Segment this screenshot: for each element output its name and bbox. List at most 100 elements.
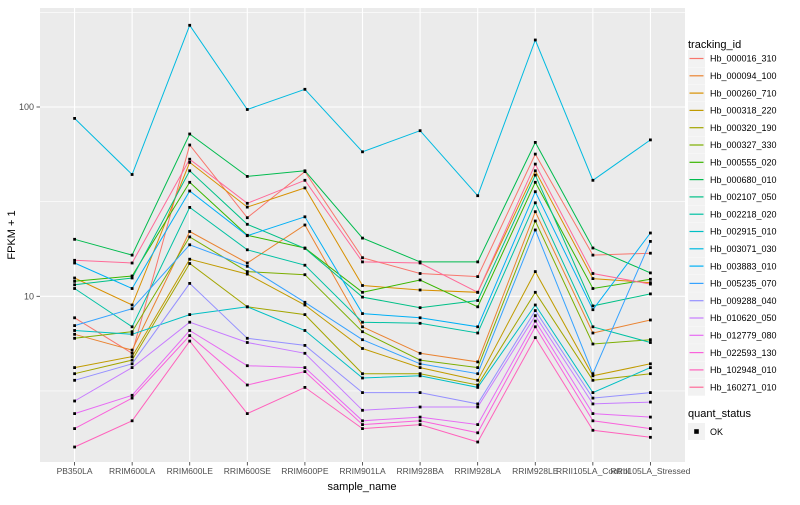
data-point-Hb_000016_310: [533, 152, 537, 156]
x-tick-label: RRII105LA_Control: [556, 466, 630, 476]
data-point-Hb_010620_050: [130, 366, 134, 369]
data-point-Hb_102948_010: [649, 435, 652, 439]
data-point-Hb_010620_050: [476, 405, 480, 409]
legend-item-label: Hb_012779_080: [710, 331, 777, 341]
data-point-Hb_022593_130: [245, 383, 249, 387]
x-tick-label: RRIM600SE: [224, 466, 272, 476]
data-point-Hb_000680_010: [188, 132, 192, 136]
data-point-Hb_102948_010: [73, 445, 76, 449]
x-tick-label: PB350LA: [57, 466, 93, 476]
data-point-Hb_002218_020: [649, 341, 652, 344]
legend-item-Hb_010620_050: Hb_010620_050: [688, 309, 777, 327]
legend-item-label: Hb_002915_010: [710, 227, 777, 237]
data-point-Hb_000327_330: [649, 338, 652, 342]
data-point-Hb_000327_330: [73, 336, 76, 340]
data-point-Hb_003883_010: [649, 231, 652, 235]
data-point-Hb_000318_220: [73, 366, 76, 369]
data-point-Hb_009288_040: [361, 391, 364, 394]
data-point-Hb_022593_130: [418, 419, 422, 423]
data-point-Hb_005235_070: [649, 240, 652, 243]
data-point-Hb_000555_020: [649, 277, 652, 281]
legend-item-Hb_003071_030: Hb_003071_030: [688, 240, 777, 258]
data-point-Hb_000318_220: [361, 347, 364, 350]
data-point-Hb_000260_710: [361, 284, 364, 287]
major-gridlines: [40, 8, 685, 462]
legend-item-label: Hb_022593_130: [710, 348, 777, 358]
data-point-Hb_002218_020: [476, 331, 480, 335]
data-point-Hb_003883_010: [476, 325, 480, 329]
y-axis-tick-labels: 10 100: [19, 102, 34, 301]
data-point-Hb_012779_080: [361, 419, 364, 423]
data-point-Hb_002107_050: [533, 173, 537, 177]
data-point-Hb_000260_710: [418, 288, 422, 292]
data-point-Hb_000094_100: [418, 351, 422, 355]
data-point-Hb_003071_030: [245, 108, 249, 111]
data-point-Hb_003071_030: [303, 87, 307, 91]
data-point-Hb_000555_020: [361, 290, 364, 294]
legend-item-Hb_000555_020: Hb_000555_020: [688, 153, 777, 171]
data-point-Hb_022593_130: [649, 427, 652, 430]
data-point-Hb_000327_330: [245, 270, 249, 273]
data-point-Hb_000016_310: [73, 316, 76, 320]
data-point-Hb_002218_020: [188, 206, 192, 209]
data-point-Hb_000680_010: [303, 169, 307, 173]
x-tick-label: RRIM928BA: [396, 466, 444, 476]
legend-item-label: Hb_000318_220: [710, 106, 777, 116]
data-point-Hb_002218_020: [245, 248, 249, 252]
data-point-Hb_000320_190: [533, 290, 537, 294]
data-point-Hb_002915_010: [245, 305, 249, 309]
data-point-Hb_005235_070: [188, 243, 192, 247]
data-point-Hb_000327_330: [533, 219, 537, 223]
data-point-Hb_000260_710: [130, 303, 134, 307]
data-point-Hb_022593_130: [303, 370, 307, 373]
data-point-Hb_000320_190: [649, 372, 652, 376]
data-point-Hb_000318_220: [245, 272, 249, 276]
legend-item-Hb_002218_020: Hb_002218_020: [688, 205, 777, 223]
data-point-Hb_000318_220: [533, 270, 537, 273]
data-point-Hb_000094_100: [73, 332, 76, 336]
data-point-Hb_009288_040: [591, 396, 595, 400]
data-point-Hb_010620_050: [361, 408, 364, 412]
data-point-Hb_000260_710: [591, 277, 595, 280]
data-point-Hb_005235_070: [418, 362, 422, 366]
data-point-Hb_000327_330: [188, 235, 192, 239]
data-point-Hb_022593_130: [591, 419, 595, 423]
data-point-Hb_000327_330: [303, 273, 307, 277]
data-point-Hb_010620_050: [73, 399, 76, 403]
legend-item-Hb_002107_050: Hb_002107_050: [688, 188, 777, 206]
data-point-Hb_160271_010: [591, 272, 595, 275]
x-tick-label: RRIM600PE: [281, 466, 329, 476]
data-point-Hb_012779_080: [649, 415, 652, 419]
data-point-Hb_000320_190: [73, 372, 76, 376]
data-point-Hb_005235_070: [361, 338, 364, 342]
data-point-Hb_010620_050: [303, 351, 307, 355]
data-point-Hb_022593_130: [188, 334, 192, 337]
data-point-Hb_000555_020: [418, 278, 422, 282]
legend-item-label: Hb_002107_050: [710, 192, 777, 202]
data-point-Hb_000320_190: [361, 372, 364, 376]
data-point-Hb_003071_030: [476, 194, 480, 198]
data-point-Hb_002107_050: [649, 292, 652, 296]
data-point-Hb_012779_080: [245, 364, 249, 368]
data-point-Hb_002915_010: [476, 386, 480, 389]
data-point-Hb_005235_070: [303, 300, 307, 304]
data-point-Hb_000680_010: [361, 236, 364, 240]
legend-item-label: Hb_102948_010: [710, 365, 777, 375]
data-point-Hb_002107_050: [130, 276, 134, 280]
data-point-Hb_000555_020: [73, 279, 76, 283]
data-point-Hb_000327_330: [418, 358, 422, 362]
data-point-Hb_102948_010: [476, 440, 480, 444]
data-point-Hb_000327_330: [130, 330, 134, 334]
data-point-Hb_160271_010: [303, 178, 307, 182]
data-point-Hb_102948_010: [188, 339, 192, 343]
axis-ticks: [36, 106, 651, 466]
legend-item-Hb_000318_220: Hb_000318_220: [688, 101, 777, 119]
data-point-Hb_009288_040: [73, 378, 76, 382]
data-point-Hb_012779_080: [418, 415, 422, 419]
data-point-Hb_000555_020: [188, 180, 192, 184]
data-point-Hb_000320_190: [130, 358, 134, 362]
data-point-Hb_000318_220: [130, 355, 134, 358]
data-point-Hb_022593_130: [361, 423, 364, 426]
data-point-Hb_010620_050: [649, 400, 652, 404]
